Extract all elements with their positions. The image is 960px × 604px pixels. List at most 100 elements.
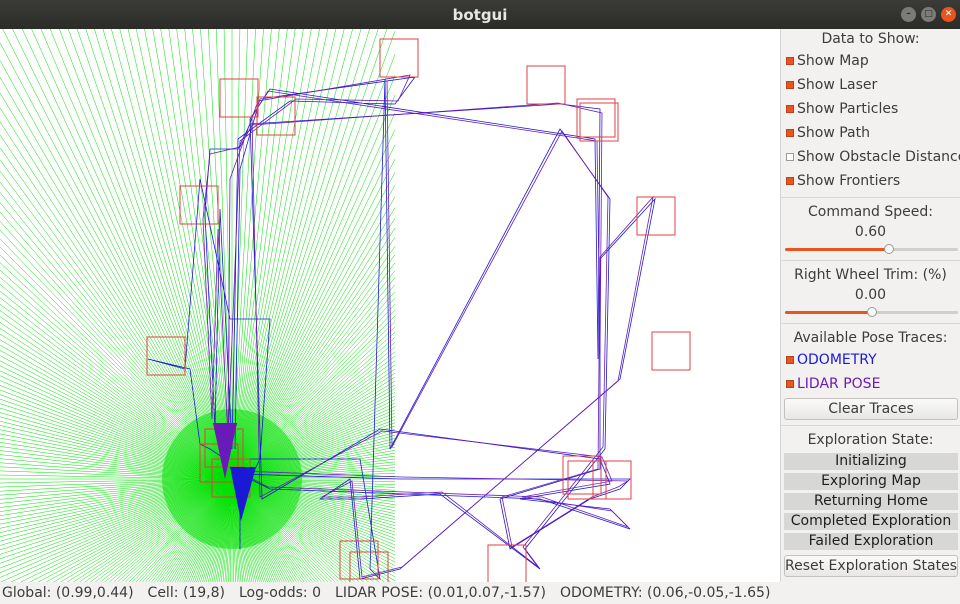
slider-handle[interactable] xyxy=(866,307,877,317)
state-exploring-map: Exploring Map xyxy=(784,473,958,490)
map-view[interactable] xyxy=(0,29,780,582)
laser-ray xyxy=(40,29,233,480)
divider xyxy=(781,323,960,324)
laser-ray xyxy=(67,29,233,480)
laser-ray xyxy=(102,29,233,480)
pose-traces-label: Available Pose Traces: xyxy=(793,330,948,346)
laser-ray xyxy=(0,42,233,480)
checkbox-box[interactable] xyxy=(786,177,794,185)
laser-ray xyxy=(127,29,233,480)
clear-traces-button[interactable]: Clear Traces xyxy=(784,398,958,420)
frontier-square xyxy=(579,102,619,142)
laser-ray xyxy=(144,29,233,480)
data-to-show-label: Data to Show: xyxy=(821,31,920,47)
state-failed-exploration: Failed Exploration xyxy=(784,533,958,550)
laser-ray xyxy=(231,31,396,480)
checkbox-label: Show Particles xyxy=(797,101,899,117)
status-odometry: ODOMETRY: (0.06,-0.05,-1.65) xyxy=(560,585,771,601)
laser-ray xyxy=(231,29,328,480)
checkbox-label: Show Laser xyxy=(797,77,878,93)
checkbox-lidar-pose-trace[interactable]: LIDAR POSE xyxy=(781,372,960,396)
maximize-icon[interactable]: □ xyxy=(921,7,936,22)
checkbox-box[interactable] xyxy=(786,129,794,137)
laser-ray xyxy=(168,29,233,480)
frontier-square xyxy=(256,96,296,136)
laser-ray xyxy=(231,29,280,480)
laser-ray xyxy=(231,29,370,480)
state-returning-home: Returning Home xyxy=(784,493,958,510)
laser-ray xyxy=(160,29,233,480)
checkbox-label: Show Map xyxy=(797,53,869,69)
frontier-square xyxy=(219,78,259,118)
checkbox-label: LIDAR POSE xyxy=(797,376,881,392)
command-speed-value: 0.60 xyxy=(854,224,887,240)
laser-ray xyxy=(76,29,233,480)
exploration-state-label: Exploration State: xyxy=(807,432,934,448)
laser-ray xyxy=(21,29,233,480)
wheel-trim-label: Right Wheel Trim: (%) xyxy=(794,267,947,283)
laser-ray xyxy=(231,29,337,480)
checkbox-odometry-trace[interactable]: ODOMETRY xyxy=(781,348,960,372)
laser-ray xyxy=(231,29,304,480)
reset-exploration-button[interactable]: Reset Exploration States xyxy=(784,555,958,577)
checkbox-box[interactable] xyxy=(786,153,794,161)
frontier-square xyxy=(592,460,632,500)
frontier-square xyxy=(339,540,379,580)
slider-fill xyxy=(785,311,872,314)
command-speed-label: Command Speed: xyxy=(807,204,933,220)
lidar-pose-arrow xyxy=(213,423,237,479)
laser-ray xyxy=(12,29,233,480)
checkbox-show-particles[interactable]: Show Particles xyxy=(781,97,960,121)
control-panel: Data to Show: Show Map Show Laser Show P… xyxy=(780,29,960,582)
checkbox-label: Show Obstacle Distances xyxy=(797,149,960,165)
minimize-icon[interactable]: – xyxy=(901,7,916,22)
status-lidar-pose: LIDAR POSE: (0.01,0.07,-1.57) xyxy=(335,585,546,601)
laser-ray xyxy=(231,29,296,480)
state-completed-exploration: Completed Exploration xyxy=(784,513,958,530)
map-canvas[interactable] xyxy=(0,29,780,582)
checkbox-show-obstacle-distances[interactable]: Show Obstacle Distances xyxy=(781,145,960,169)
laser-ray xyxy=(111,29,233,480)
checkbox-box[interactable] xyxy=(786,105,794,113)
laser-ray xyxy=(223,29,233,480)
checkbox-box[interactable] xyxy=(786,81,794,89)
laser-ray xyxy=(0,60,233,480)
odometry-arrow xyxy=(230,467,256,521)
robot-poses xyxy=(213,423,256,521)
window-title: botgui xyxy=(452,5,508,24)
laser-ray xyxy=(31,29,233,480)
frontier-square xyxy=(179,185,219,225)
laser-ray xyxy=(0,121,233,480)
checkbox-box[interactable] xyxy=(786,57,794,65)
laser-ray xyxy=(184,29,233,480)
lidar-pose-trace xyxy=(202,74,654,578)
laser-ray xyxy=(0,92,233,480)
frontier-square xyxy=(576,98,616,138)
laser-ray xyxy=(49,29,233,480)
data-checkbox-list: Show Map Show Laser Show Particles Show … xyxy=(781,49,960,193)
frontier-square xyxy=(636,196,676,236)
wheel-trim-slider[interactable] xyxy=(785,305,958,319)
frontier-square xyxy=(379,38,419,78)
laser-ray xyxy=(231,29,345,480)
laser-ray xyxy=(0,77,233,480)
checkbox-show-path[interactable]: Show Path xyxy=(781,121,960,145)
checkbox-show-map[interactable]: Show Map xyxy=(781,49,960,73)
laser-ray xyxy=(231,29,362,480)
laser-ray xyxy=(136,29,233,480)
checkbox-box[interactable] xyxy=(786,380,794,388)
laser-ray xyxy=(231,29,248,480)
slider-fill xyxy=(785,248,889,251)
checkbox-show-frontiers[interactable]: Show Frontiers xyxy=(781,169,960,193)
laser-density xyxy=(162,409,302,549)
checkbox-box[interactable] xyxy=(786,356,794,364)
laser-ray xyxy=(85,29,233,480)
checkbox-show-laser[interactable]: Show Laser xyxy=(781,73,960,97)
command-speed-slider[interactable] xyxy=(785,242,958,256)
slider-handle[interactable] xyxy=(883,244,894,254)
close-icon[interactable]: ✕ xyxy=(941,7,956,22)
odometry-trace xyxy=(147,76,656,581)
status-bar: Global: (0.99,0.44) Cell: (19,8) Log-odds:… xyxy=(0,582,960,604)
title-bar: botgui – □ ✕ xyxy=(0,0,960,29)
divider xyxy=(781,425,960,426)
